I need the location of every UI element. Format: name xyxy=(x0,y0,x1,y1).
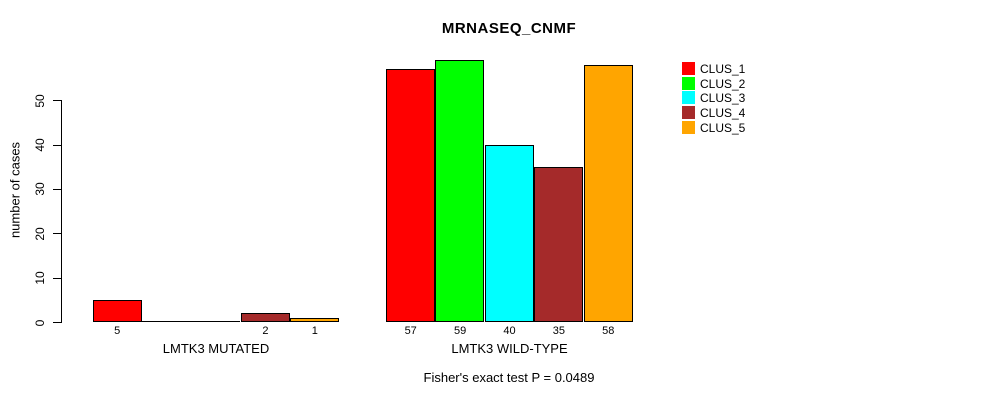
y-tick-mark xyxy=(53,233,61,235)
y-tick-label: 10 xyxy=(33,271,47,285)
bar-value-label: 2 xyxy=(262,325,269,337)
x-group-label: LMTK3 WILD-TYPE xyxy=(451,341,568,356)
bar-value-label: 58 xyxy=(602,325,615,337)
y-tick-mark xyxy=(53,188,61,190)
legend-label: CLUS_4 xyxy=(700,106,746,121)
y-tick-label: 40 xyxy=(33,138,47,152)
bar xyxy=(485,145,534,322)
bar-value-label: 59 xyxy=(453,325,467,337)
y-tick-label: 50 xyxy=(33,94,47,108)
bar-value-label: 1 xyxy=(311,325,318,337)
bar xyxy=(435,60,484,322)
zero-height-bar xyxy=(191,321,240,322)
bar xyxy=(534,167,583,322)
bar xyxy=(290,318,339,322)
y-tick-mark xyxy=(53,322,61,323)
bar-value-label: 57 xyxy=(404,325,417,337)
legend-swatch xyxy=(682,120,695,134)
bar-value-label: 35 xyxy=(552,325,566,337)
y-axis-label: number of cases xyxy=(7,141,23,239)
y-tick-mark xyxy=(53,144,61,146)
legend-swatch xyxy=(682,62,695,75)
y-tick-mark xyxy=(53,100,61,102)
legend-swatch xyxy=(682,106,695,120)
legend-label: CLUS_5 xyxy=(700,120,746,135)
legend-swatch xyxy=(682,76,695,90)
legend-label: CLUS_1 xyxy=(700,62,746,76)
y-tick-mark xyxy=(53,277,61,279)
bar-value-label: 5 xyxy=(114,325,121,337)
legend-label: CLUS_3 xyxy=(700,91,746,106)
x-group-label: LMTK3 MUTATED xyxy=(162,341,270,356)
annotation-text: Fisher's exact test P = 0.0489 xyxy=(423,370,595,385)
y-tick-label: 20 xyxy=(33,227,47,241)
y-axis-line xyxy=(61,100,62,323)
chart-title: MRNASEQ_CNMF xyxy=(441,20,577,37)
y-tick-label: 30 xyxy=(33,182,47,197)
bar xyxy=(93,300,142,322)
legend-label: CLUS_2 xyxy=(700,76,746,91)
bar xyxy=(584,65,633,322)
y-tick-label: 0 xyxy=(33,319,47,326)
zero-height-bar xyxy=(142,321,191,322)
bar xyxy=(386,69,435,322)
bar xyxy=(241,313,290,322)
legend-swatch xyxy=(682,91,695,105)
bar-value-label: 40 xyxy=(503,325,516,337)
